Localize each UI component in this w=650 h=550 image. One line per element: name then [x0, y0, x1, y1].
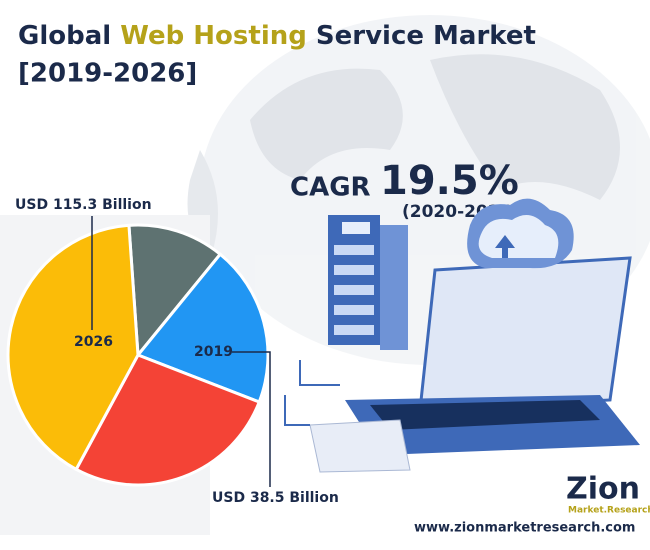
callout: USD 115.3 Billion — [15, 197, 152, 213]
callout: USD 38.5 Billion — [212, 490, 339, 506]
logo: Zion — [566, 472, 640, 507]
title: Global Web Hosting Service Market — [18, 21, 536, 51]
leader-line — [232, 351, 271, 487]
pie-slice — [6, 223, 140, 472]
slice-label: 2019 — [194, 344, 233, 360]
illustration — [284, 198, 640, 473]
pie — [6, 223, 270, 487]
pie-slice — [135, 252, 270, 404]
pie-slice — [127, 223, 223, 359]
footer-url: www.zionmarketresearch.com — [414, 521, 635, 536]
slice-label: 2026 — [74, 334, 113, 350]
logo-tagline: Market.Research. — [568, 506, 650, 516]
title-period: [2019-2026] — [18, 59, 197, 89]
cagr-label: CAGR — [290, 173, 371, 203]
cagr-value: 19.5% — [380, 158, 519, 204]
